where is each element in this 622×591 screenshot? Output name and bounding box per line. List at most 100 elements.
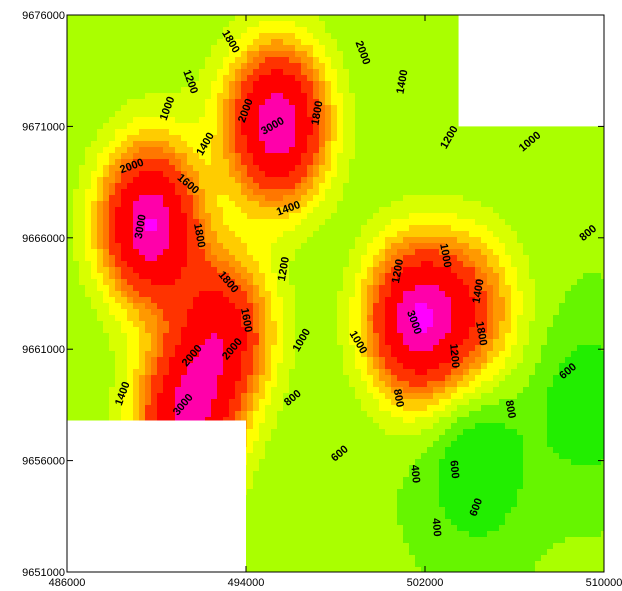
field-cell [265, 279, 272, 286]
field-cell [115, 309, 122, 316]
field-cell [151, 141, 158, 148]
field-cell [199, 81, 206, 88]
field-cell [385, 195, 392, 202]
field-cell [361, 39, 368, 46]
field-cell [139, 315, 146, 322]
field-cell [343, 273, 350, 280]
field-cell [397, 147, 404, 154]
field-cell [577, 213, 584, 220]
field-cell [277, 231, 284, 238]
field-cell [319, 237, 326, 244]
field-cell [475, 297, 482, 304]
field-cell [265, 57, 272, 64]
field-cell [205, 135, 212, 142]
field-cell [121, 189, 128, 196]
field-cell [85, 279, 92, 286]
field-cell [127, 237, 134, 244]
field-cell [175, 45, 182, 52]
field-cell [133, 255, 140, 262]
field-cell [505, 165, 512, 172]
field-cell [463, 315, 470, 322]
field-cell [595, 237, 602, 244]
field-cell [409, 81, 416, 88]
field-cell [493, 309, 500, 316]
field-cell [391, 333, 398, 340]
field-cell [205, 123, 212, 130]
field-cell [409, 27, 416, 34]
field-cell [391, 165, 398, 172]
field-cell [313, 75, 320, 82]
field-cell [595, 297, 602, 304]
field-cell [325, 165, 332, 172]
field-cell [595, 333, 602, 340]
field-cell [523, 231, 530, 238]
field-cell [343, 219, 350, 226]
field-cell [199, 75, 206, 82]
field-cell [571, 333, 578, 340]
field-cell [91, 267, 98, 274]
field-cell [583, 141, 590, 148]
field-cell [253, 183, 260, 190]
field-cell [577, 303, 584, 310]
field-cell [433, 81, 440, 88]
field-cell [259, 243, 266, 250]
field-cell [349, 153, 356, 160]
field-cell [109, 297, 116, 304]
field-cell [427, 267, 434, 274]
field-cell [553, 201, 560, 208]
field-cell [343, 327, 350, 334]
field-cell [565, 237, 572, 244]
field-cell [505, 297, 512, 304]
field-cell [409, 63, 416, 70]
field-cell [235, 75, 242, 82]
field-cell [427, 171, 434, 178]
field-cell [91, 249, 98, 256]
field-cell [181, 255, 188, 262]
field-cell [109, 243, 116, 250]
field-cell [565, 255, 572, 262]
field-cell [319, 183, 326, 190]
field-cell [241, 57, 248, 64]
field-cell [253, 219, 260, 226]
field-cell [361, 69, 368, 76]
field-cell [343, 291, 350, 298]
field-cell [433, 243, 440, 250]
field-cell [517, 165, 524, 172]
field-cell [79, 315, 86, 322]
field-cell [445, 21, 452, 28]
field-cell [187, 15, 194, 22]
field-cell [277, 339, 284, 346]
field-cell [343, 225, 350, 232]
field-cell [355, 231, 362, 238]
field-cell [439, 135, 446, 142]
field-cell [181, 345, 188, 352]
field-cell [193, 183, 200, 190]
field-cell [187, 27, 194, 34]
field-cell [283, 255, 290, 262]
field-cell [391, 279, 398, 286]
field-cell [445, 165, 452, 172]
field-cell [271, 21, 278, 28]
field-cell [331, 189, 338, 196]
field-cell [487, 315, 494, 322]
field-cell [223, 291, 230, 298]
field-cell [481, 321, 488, 328]
field-cell [67, 69, 74, 76]
field-cell [229, 267, 236, 274]
field-cell [475, 129, 482, 136]
field-cell [217, 183, 224, 190]
field-cell [541, 279, 548, 286]
field-cell [415, 57, 422, 64]
field-cell [223, 39, 230, 46]
field-cell [553, 225, 560, 232]
field-cell [319, 15, 326, 22]
field-cell [139, 231, 146, 238]
field-cell [97, 183, 104, 190]
field-cell [343, 207, 350, 214]
field-cell [565, 195, 572, 202]
field-cell [187, 135, 194, 142]
field-cell [433, 117, 440, 124]
field-cell [157, 339, 164, 346]
field-cell [541, 249, 548, 256]
field-cell [217, 339, 224, 346]
